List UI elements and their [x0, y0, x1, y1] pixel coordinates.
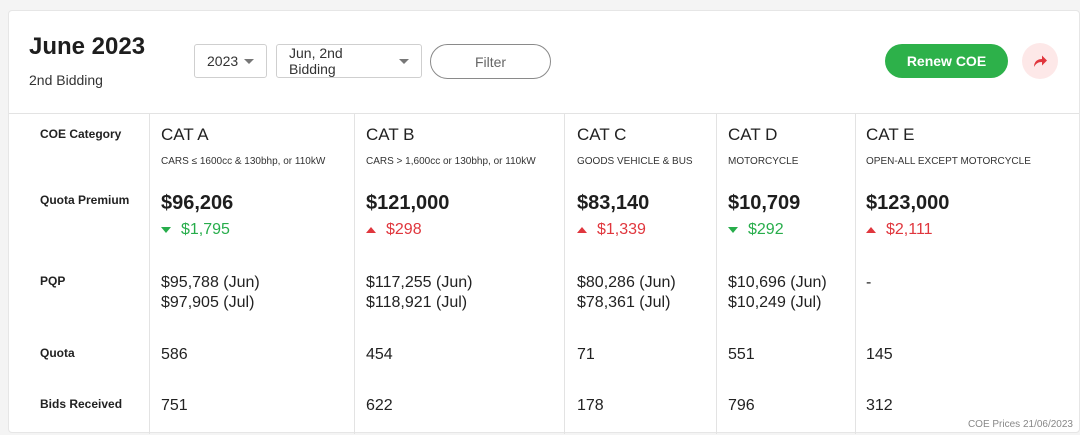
caret-down-icon — [728, 227, 738, 233]
bidding-subtitle: 2nd Bidding — [29, 72, 103, 88]
pqp-july: $97,905 (Jul) — [161, 294, 255, 311]
quota-value: 551 — [728, 346, 755, 363]
caret-down-icon — [161, 227, 171, 233]
premium-change: $298 — [366, 221, 422, 239]
year-dropdown[interactable]: 2023 — [194, 44, 267, 78]
pqp-june: $117,255 (Jun) — [366, 274, 473, 291]
bids-received-value: 622 — [366, 397, 393, 414]
category-description: CARS ≤ 1600cc & 130bhp, or 110kW — [161, 156, 326, 167]
pqp-july: $10,249 (Jul) — [728, 294, 822, 311]
quota-premium: $123,000 — [866, 192, 950, 214]
renew-coe-button[interactable]: Renew COE — [885, 44, 1008, 78]
quota-value: 145 — [866, 346, 893, 363]
pqp-july: $118,921 (Jul) — [366, 294, 468, 311]
share-arrow-icon — [1034, 55, 1047, 67]
filter-button[interactable]: Filter — [430, 44, 551, 79]
pqp-june: - — [866, 274, 872, 291]
category-name: CAT A — [161, 125, 209, 144]
bids-received-value: 751 — [161, 397, 188, 414]
premium-change-value: $1,795 — [181, 221, 230, 238]
category-name: CAT E — [866, 125, 915, 144]
premium-change-value: $298 — [386, 221, 422, 238]
category-description: GOODS VEHICLE & BUS — [577, 156, 693, 167]
pqp-june: $80,286 (Jun) — [577, 274, 676, 291]
pqp-july: $78,361 (Jul) — [577, 294, 671, 311]
card-header: June 2023 2nd Bidding 2023 Jun, 2nd Bidd… — [9, 11, 1079, 114]
caret-up-icon — [866, 227, 876, 233]
column-divider — [354, 114, 355, 434]
coe-table: COE Category Quota Premium PQP Quota Bid… — [9, 114, 1079, 434]
premium-change: $1,795 — [161, 221, 230, 239]
quota-premium: $83,140 — [577, 192, 650, 214]
bidding-round-value: Jun, 2nd Bidding — [289, 45, 343, 77]
column-divider — [149, 114, 150, 434]
pqp-june: $95,788 (Jun) — [161, 274, 260, 291]
bids-received-value: 312 — [866, 397, 893, 414]
premium-change-value: $1,339 — [597, 221, 646, 238]
year-dropdown-value: 2023 — [207, 53, 239, 69]
caret-up-icon — [577, 227, 587, 233]
row-label-pqp: PQP — [40, 274, 66, 288]
quota-value: 454 — [366, 346, 393, 363]
premium-change: $292 — [728, 221, 784, 239]
page-title: June 2023 — [29, 33, 146, 60]
column-divider — [855, 114, 856, 434]
premium-change-value: $2,111 — [886, 221, 933, 238]
quota-value: 71 — [577, 346, 595, 363]
category-description: CARS > 1,600cc or 130bhp, or 110kW — [366, 156, 536, 167]
coe-results-card: June 2023 2nd Bidding 2023 Jun, 2nd Bidd… — [8, 10, 1080, 434]
row-label-premium: Quota Premium — [40, 193, 130, 207]
column-divider — [716, 114, 717, 434]
category-name: CAT B — [366, 125, 415, 144]
bids-received-value: 796 — [728, 397, 755, 414]
row-label-bids: Bids Received — [40, 397, 123, 411]
price-date-footer: COE Prices 21/06/2023 — [967, 419, 1073, 430]
premium-change: $1,339 — [577, 221, 646, 239]
pqp-june: $10,696 (Jun) — [728, 274, 827, 291]
premium-change: $2,111 — [866, 221, 933, 239]
share-button[interactable] — [1022, 43, 1058, 79]
chevron-down-icon — [244, 58, 255, 64]
bids-received-value: 178 — [577, 397, 604, 414]
category-name: CAT D — [728, 125, 778, 144]
row-label-quota: Quota — [40, 346, 75, 360]
quota-premium: $121,000 — [366, 192, 450, 214]
bidding-round-dropdown[interactable]: Jun, 2nd Bidding — [276, 44, 422, 78]
quota-value: 586 — [161, 346, 188, 363]
caret-up-icon — [366, 227, 376, 233]
column-divider — [564, 114, 565, 434]
category-name: CAT C — [577, 125, 627, 144]
row-label-category: COE Category — [40, 127, 122, 141]
category-description: MOTORCYCLE — [728, 156, 799, 167]
chevron-down-icon — [399, 58, 409, 64]
category-description: OPEN-ALL EXCEPT MOTORCYCLE — [866, 156, 1031, 167]
premium-change-value: $292 — [748, 221, 784, 238]
quota-premium: $96,206 — [161, 192, 234, 214]
quota-premium: $10,709 — [728, 192, 801, 214]
